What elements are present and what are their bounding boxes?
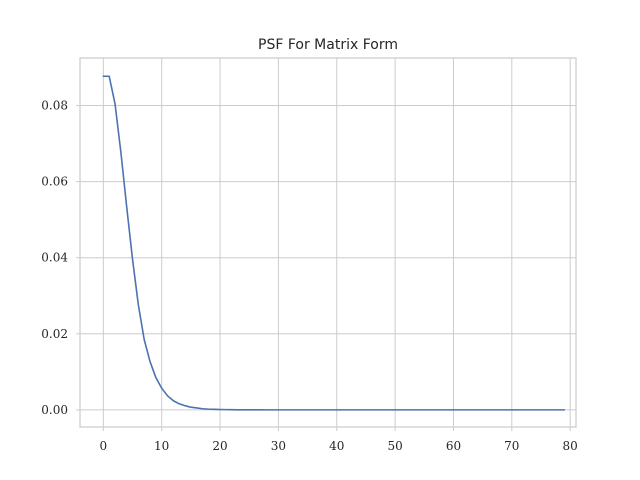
x-tick-label: 70 xyxy=(504,439,519,453)
y-tick-label: 0.00 xyxy=(41,403,68,417)
x-tick-label: 30 xyxy=(271,439,286,453)
x-tick-label: 40 xyxy=(329,439,344,453)
psf-series-line xyxy=(102,75,566,411)
x-tick-label: 80 xyxy=(563,439,578,453)
series-layer xyxy=(102,75,566,411)
ticks-layer: 0 10 20 30 40 50 60 70 80 0.00 0.02 0.04 0.06 0.08 xyxy=(41,99,578,453)
y-tick-label: 0.06 xyxy=(41,175,68,189)
y-tick-label: 0.02 xyxy=(41,327,68,341)
y-tick-label: 0.08 xyxy=(41,99,68,113)
x-tick-label: 50 xyxy=(387,439,402,453)
chart-title: PSF For Matrix Form xyxy=(258,37,398,53)
x-tick-label: 60 xyxy=(446,439,461,453)
y-tick-label: 0.04 xyxy=(41,251,68,265)
x-tick-label: 10 xyxy=(154,439,169,453)
x-tick-label: 0 xyxy=(100,439,108,453)
x-tick-label: 20 xyxy=(212,439,227,453)
plot-frame xyxy=(79,57,577,428)
grid-layer xyxy=(80,58,576,427)
